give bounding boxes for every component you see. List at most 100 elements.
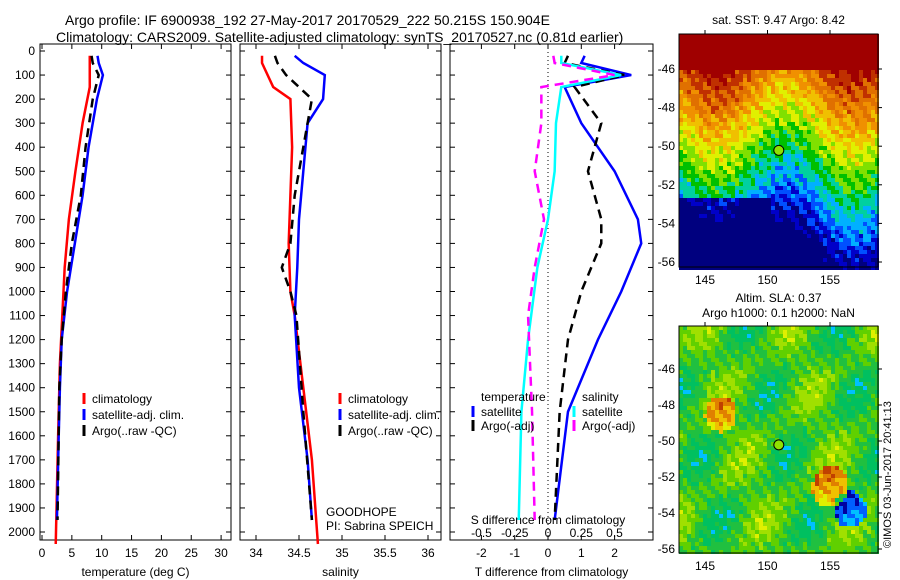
map-cell xyxy=(855,210,859,214)
map-cell xyxy=(779,118,783,122)
map-cell xyxy=(743,98,747,102)
map-cell xyxy=(811,54,815,58)
map-cell xyxy=(791,462,795,466)
map-cell xyxy=(775,166,779,170)
map-cell xyxy=(699,186,703,190)
map-cell xyxy=(683,90,687,94)
map-cell xyxy=(803,206,807,210)
map-cell xyxy=(699,82,703,86)
map-cell xyxy=(867,230,871,234)
map-cell xyxy=(699,466,703,470)
map-cell xyxy=(871,42,875,46)
map-cell xyxy=(791,46,795,50)
map-cell xyxy=(783,334,787,338)
map-cell xyxy=(803,86,807,90)
map-cell xyxy=(707,234,711,238)
map-cell xyxy=(779,342,783,346)
map-cell xyxy=(843,450,847,454)
map-cell xyxy=(727,326,731,330)
map-cell xyxy=(827,214,831,218)
map-cell xyxy=(875,334,879,338)
map-cell xyxy=(847,226,851,230)
map-cell xyxy=(687,338,691,342)
map-cell xyxy=(871,354,875,358)
map-cell xyxy=(731,358,735,362)
map-cell xyxy=(831,198,835,202)
map-cell xyxy=(843,346,847,350)
map-cell xyxy=(687,86,691,90)
map-cell xyxy=(863,94,867,98)
map-cell xyxy=(747,446,751,450)
map-cell xyxy=(847,394,851,398)
map-cell xyxy=(823,354,827,358)
map-cell xyxy=(719,42,723,46)
map-cell xyxy=(863,398,867,402)
map-cell xyxy=(691,418,695,422)
map-cell xyxy=(755,54,759,58)
map-cell xyxy=(723,398,727,402)
map-cell xyxy=(831,414,835,418)
map-cell xyxy=(847,258,851,262)
map-cell xyxy=(783,162,787,166)
map-cell xyxy=(835,250,839,254)
map-cell xyxy=(847,406,851,410)
map-cell xyxy=(707,126,711,130)
map-cell xyxy=(691,342,695,346)
map-cell xyxy=(715,122,719,126)
map-cell xyxy=(791,190,795,194)
map-cell xyxy=(699,66,703,70)
map-cell xyxy=(835,226,839,230)
map-cell xyxy=(823,262,827,266)
map-cell xyxy=(687,38,691,42)
map-cell xyxy=(827,86,831,90)
map-cell xyxy=(803,126,807,130)
map-cell xyxy=(763,414,767,418)
map-cell xyxy=(739,366,743,370)
x-tick-label: 36 xyxy=(421,546,435,560)
map-cell xyxy=(779,338,783,342)
map-cell xyxy=(799,342,803,346)
map-cell xyxy=(827,390,831,394)
map-cell xyxy=(699,410,703,414)
map-cell xyxy=(679,174,683,178)
map-cell xyxy=(795,70,799,74)
map-cell xyxy=(751,374,755,378)
map-cell xyxy=(783,206,787,210)
map-cell xyxy=(851,98,855,102)
map-cell xyxy=(691,382,695,386)
map-cell xyxy=(835,382,839,386)
map-cell xyxy=(743,86,747,90)
map-cell xyxy=(691,210,695,214)
map-cell xyxy=(759,458,763,462)
map-cell xyxy=(827,194,831,198)
map-cell xyxy=(743,350,747,354)
map-cell xyxy=(863,242,867,246)
map-cell xyxy=(775,330,779,334)
map-cell xyxy=(851,254,855,258)
map-cell xyxy=(855,78,859,82)
map-cell xyxy=(827,102,831,106)
map-cell xyxy=(875,338,879,342)
map-cell xyxy=(775,430,779,434)
map-cell xyxy=(779,466,783,470)
map-cell xyxy=(767,430,771,434)
map-cell xyxy=(691,422,695,426)
map-cell xyxy=(843,234,847,238)
map-cell xyxy=(787,330,791,334)
map-cell xyxy=(703,430,707,434)
legend-label: satellite-adj. clim. xyxy=(92,408,184,422)
map-cell xyxy=(759,430,763,434)
map-cell xyxy=(839,182,843,186)
map-cell xyxy=(739,334,743,338)
map-cell xyxy=(875,438,879,442)
map-cell xyxy=(855,150,859,154)
map-cell xyxy=(739,202,743,206)
map-cell xyxy=(791,238,795,242)
map-cell xyxy=(747,58,751,62)
map-cell xyxy=(751,62,755,66)
map-cell xyxy=(851,238,855,242)
map-cell xyxy=(835,194,839,198)
map-cell xyxy=(803,82,807,86)
map-cell xyxy=(811,434,815,438)
map-cell xyxy=(691,38,695,42)
